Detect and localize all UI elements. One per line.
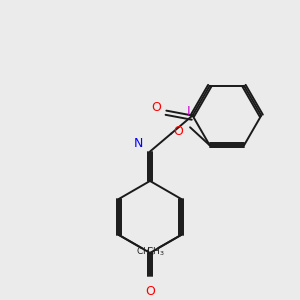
Text: O: O bbox=[145, 285, 155, 298]
Text: CH$_3$: CH$_3$ bbox=[136, 245, 154, 258]
Text: N: N bbox=[134, 137, 143, 150]
Text: CH$_3$: CH$_3$ bbox=[146, 245, 164, 258]
Text: O: O bbox=[152, 101, 161, 114]
Text: I: I bbox=[187, 105, 190, 118]
Text: O: O bbox=[173, 125, 183, 138]
